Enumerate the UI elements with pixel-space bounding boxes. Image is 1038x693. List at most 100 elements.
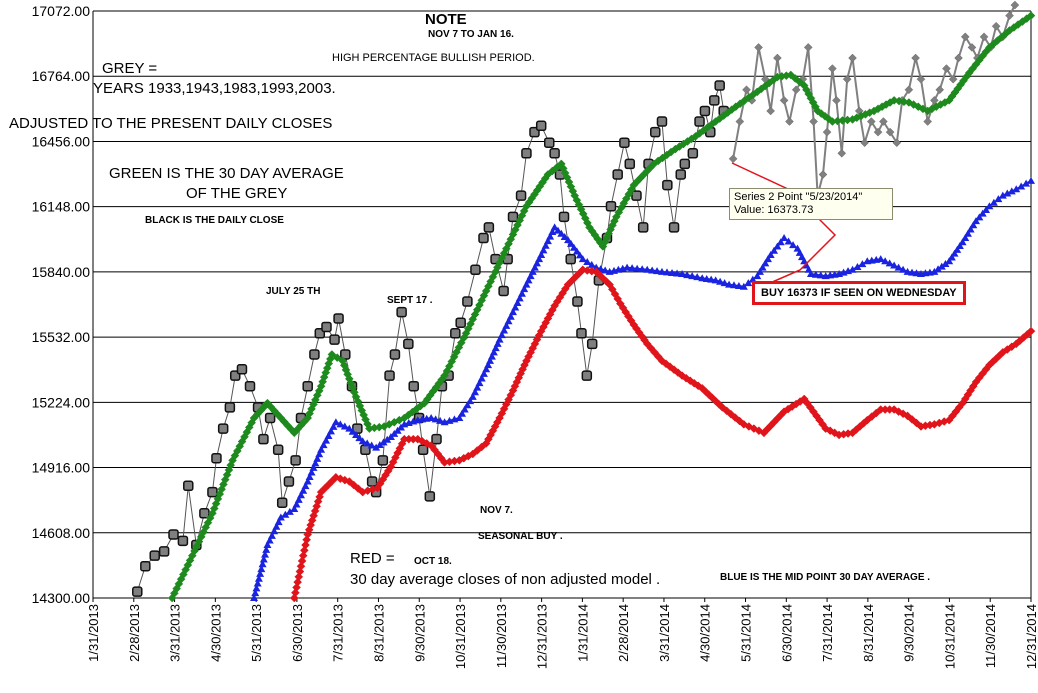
data-point-square <box>264 412 276 424</box>
data-point-triangle <box>848 265 857 273</box>
data-point-square <box>586 338 598 350</box>
data-point-square <box>544 137 555 148</box>
data-point-square <box>656 116 668 127</box>
data-point-triangle <box>739 282 748 290</box>
data-point-triangle <box>688 272 697 280</box>
x-tick-label: 8/31/2014 <box>861 604 876 662</box>
data-point-triangle <box>477 374 486 382</box>
data-point-square <box>521 148 532 159</box>
data-point-triangle <box>460 405 469 413</box>
data-point-square <box>168 529 179 540</box>
data-point-triangle <box>455 414 464 422</box>
data-point-square <box>217 423 229 434</box>
data-point-diamond <box>960 32 970 42</box>
green-label-2: OF THE GREY <box>186 185 288 202</box>
data-point-square <box>535 120 547 132</box>
data-point-triangle <box>541 241 550 249</box>
data-point-triangle <box>340 422 349 430</box>
data-point-triangle <box>716 277 725 285</box>
data-point-triangle <box>811 270 820 278</box>
series-group <box>728 0 1020 201</box>
july25-label: JULY 25 TH <box>266 286 321 297</box>
data-point-triangle <box>950 249 959 257</box>
data-point-triangle <box>546 232 555 240</box>
data-point-triangle <box>497 331 506 339</box>
data-point-triangle <box>290 505 299 513</box>
data-point-triangle <box>941 259 950 267</box>
data-point-diamond <box>327 350 337 359</box>
data-point-triangle <box>265 536 274 544</box>
data-point-triangle <box>363 439 372 447</box>
grey-label: GREY = <box>102 60 158 77</box>
data-point-triangle <box>753 272 762 280</box>
data-point-triangle <box>281 510 290 518</box>
x-tick-label: 2/28/2014 <box>616 604 631 662</box>
data-point-triangle <box>379 438 388 446</box>
data-point-triangle <box>553 226 562 234</box>
data-point-triangle <box>994 195 1003 203</box>
data-point-square <box>408 380 419 392</box>
data-point-triangle <box>623 263 632 271</box>
y-tick-label: 15532.00 <box>32 329 91 345</box>
y-tick-label: 16148.00 <box>32 199 91 215</box>
data-point-triangle <box>653 267 662 275</box>
series-group <box>132 80 729 597</box>
data-point-triangle <box>468 392 477 400</box>
data-point-square <box>679 158 691 170</box>
x-tick-label: 5/31/2013 <box>249 604 264 662</box>
data-point-triangle <box>479 369 488 377</box>
data-point-diamond <box>791 85 801 95</box>
data-point-square <box>236 364 248 375</box>
data-point-diamond <box>935 85 945 95</box>
data-point-triangle <box>758 263 767 271</box>
note-text: HIGH PERCENTAGE BULLISH PERIOD. <box>332 52 535 64</box>
data-point-triangle <box>431 415 440 423</box>
data-point-square <box>224 402 236 413</box>
data-point-triangle <box>528 267 537 275</box>
x-tick-label: 10/31/2013 <box>453 604 468 669</box>
x-tick-label: 2/28/2013 <box>127 604 142 662</box>
data-point-triangle <box>876 255 885 263</box>
data-point-triangle <box>601 266 610 274</box>
data-point-diamond <box>1026 326 1036 336</box>
data-point-triangle <box>487 352 496 360</box>
data-point-triangle <box>955 242 964 250</box>
data-point-square <box>572 296 583 307</box>
data-point-triangle <box>1022 179 1031 187</box>
data-point-square <box>612 169 623 180</box>
data-point-diamond <box>848 53 857 63</box>
data-point-triangle <box>427 414 436 422</box>
data-point-triangle <box>322 436 331 444</box>
data-point-triangle <box>537 250 546 258</box>
data-point-triangle <box>272 522 281 530</box>
data-point-triangle <box>489 348 498 356</box>
data-point-diamond <box>818 170 828 179</box>
data-point-square <box>576 328 587 339</box>
data-point-triangle <box>930 267 939 275</box>
green-label-1: GREEN IS THE 30 DAY AVERAGE <box>109 165 344 182</box>
data-point-diamond <box>754 43 763 52</box>
data-point-triangle <box>557 229 566 237</box>
data-point-triangle <box>668 268 677 276</box>
data-point-square <box>675 169 687 180</box>
data-point-triangle <box>315 450 324 458</box>
data-point-triangle <box>326 427 335 435</box>
data-point-diamond <box>742 85 751 95</box>
data-point-triangle <box>953 245 962 253</box>
data-point-square <box>565 253 576 265</box>
data-point-square <box>450 328 461 339</box>
data-point-triangle <box>311 459 320 467</box>
data-point-triangle <box>336 420 345 428</box>
data-point-triangle <box>966 225 975 233</box>
data-point-square <box>507 211 519 223</box>
data-point-triangle <box>963 229 972 237</box>
x-tick-label: 7/31/2014 <box>820 604 835 662</box>
data-point-triangle <box>899 265 908 273</box>
data-point-square <box>244 380 256 392</box>
data-point-square <box>624 158 636 170</box>
data-point-triangle <box>482 365 491 373</box>
data-point-triangle <box>258 560 267 568</box>
data-point-triangle <box>367 441 376 449</box>
data-point-triangle <box>520 285 529 293</box>
data-point-triangle <box>463 401 472 409</box>
